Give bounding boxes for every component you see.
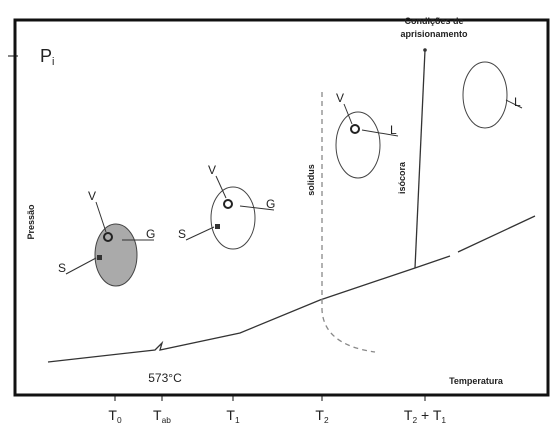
trapping-label: aprisionamento [400, 29, 468, 39]
solid-crystal [97, 255, 102, 260]
isochore-label: isócora [397, 161, 407, 194]
solidus-label: solidus [306, 164, 316, 196]
trapping-label: Condições de [404, 16, 463, 26]
inclusion [336, 112, 380, 178]
inclusion-label: V [88, 189, 96, 203]
inclusion-label: V [208, 163, 216, 177]
vapor-bubble [351, 125, 359, 133]
x-tick-label: T1 [226, 407, 240, 425]
y-axis-label: Pressão [26, 204, 36, 240]
x-tick-label: T2 [315, 407, 329, 425]
leader-line [96, 202, 106, 232]
x-tick-label: Tab [153, 407, 171, 425]
temp-label: 573°C [148, 371, 182, 385]
inclusion-label: L [390, 123, 397, 137]
text-part: + T [417, 407, 442, 423]
x-axis-label: Temperatura [449, 376, 504, 386]
pressure-label: Pi [40, 46, 54, 68]
leader-line [66, 258, 96, 274]
frame [15, 20, 548, 395]
subscript: 1 [235, 415, 240, 425]
isochore-line [415, 50, 425, 268]
inclusion-label: G [266, 197, 275, 211]
inclusion-label: S [178, 227, 186, 241]
leader-line [216, 176, 226, 198]
trap-point [423, 48, 427, 52]
text-part: P [40, 46, 52, 66]
inclusion-label: G [146, 227, 155, 241]
subscript: i [52, 56, 54, 68]
subscript: 1 [441, 415, 446, 425]
inclusion-label: V [336, 91, 344, 105]
vapor-bubble [224, 200, 232, 208]
inclusion [211, 187, 255, 249]
leader-line [186, 227, 214, 240]
inclusion-label: L [514, 95, 521, 109]
subscript: ab [162, 415, 172, 425]
subscript: 2 [324, 415, 329, 425]
inclusion-label: S [58, 261, 66, 275]
x-tick-label: T0 [108, 407, 122, 425]
diagram: Pi Condições de aprisionamento Pressão Tempe… [0, 0, 560, 427]
subscript: 0 [117, 415, 122, 425]
solid-crystal [215, 224, 220, 229]
x-tick-label: T2 + T1 [404, 407, 447, 425]
inclusion [463, 62, 507, 128]
